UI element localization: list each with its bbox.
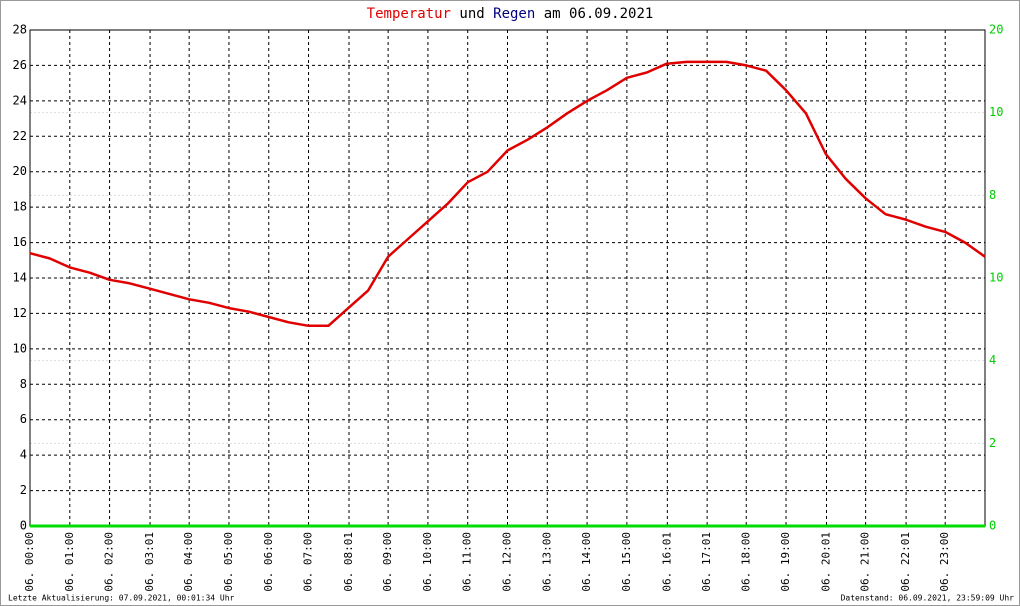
x-tick-label: 06. 23:00 <box>938 532 951 592</box>
x-tick-label: 06. 19:00 <box>779 532 792 592</box>
x-tick-label: 06. 16:01 <box>660 532 673 592</box>
y-tick-label: 16 <box>13 235 27 249</box>
y2-tick-label: 2 <box>989 436 996 450</box>
title-connector: und <box>459 6 484 22</box>
title-rain: Regen <box>493 6 535 22</box>
x-tick-label: 06. 12:00 <box>501 532 514 592</box>
series-line <box>29 60 986 328</box>
y-tick-label: 28 <box>13 23 27 37</box>
y2-tick-label: 10 <box>989 271 1003 285</box>
y-tick-label: 0 <box>20 519 27 533</box>
y-tick-label: 18 <box>13 200 27 214</box>
y2-tick-label: 20 <box>989 23 1003 37</box>
y2-tick-label: 8 <box>989 188 996 202</box>
y-tick-label: 24 <box>13 93 27 107</box>
x-tick-label: 06. 04:00 <box>182 532 195 592</box>
y2-tick-label: 0 <box>989 519 996 533</box>
y2-tick-label: 10 <box>989 105 1003 119</box>
y-tick-label: 12 <box>13 306 27 320</box>
x-tick-label: 06. 14:00 <box>580 532 593 592</box>
x-tick-label: 06. 00:00 <box>23 532 36 592</box>
chart-title: Temperatur und Regen am 06.09.2021 <box>367 6 654 22</box>
x-tick-label: 06. 08:01 <box>342 532 355 592</box>
x-tick-label: 06. 18:00 <box>739 532 752 592</box>
y-tick-label: 20 <box>13 164 27 178</box>
y-tick-label: 8 <box>20 377 27 391</box>
x-tick-label: 06. 05:00 <box>222 532 235 592</box>
x-tick-label: 06. 06:00 <box>262 532 275 592</box>
x-tick-label: 06. 01:00 <box>63 532 76 592</box>
x-tick-label: 06. 22:01 <box>899 532 912 592</box>
y-tick-label: 10 <box>13 341 27 355</box>
y-tick-label: 14 <box>13 271 27 285</box>
y-tick-label: 4 <box>20 448 27 462</box>
y-tick-label: 22 <box>13 129 27 143</box>
x-tick-label: 06. 09:00 <box>381 532 394 592</box>
x-tick-label: 06. 15:00 <box>620 532 633 592</box>
x-tick-label: 06. 02:00 <box>103 532 116 592</box>
y-tick-label: 6 <box>20 412 27 426</box>
y-tick-label: 26 <box>13 58 27 72</box>
x-tick-label: 06. 17:01 <box>700 532 713 592</box>
x-tick-label: 06. 10:00 <box>421 532 434 592</box>
y2-tick-label: 4 <box>989 353 996 367</box>
x-tick-label: 06. 11:00 <box>461 532 474 592</box>
x-tick-label: 06. 03:01 <box>143 532 156 592</box>
footer-left: Letzte Aktualisierung: 07.09.2021, 00:01… <box>8 594 235 603</box>
x-tick-label: 06. 21:00 <box>859 532 872 592</box>
footer-right: Datenstand: 06.09.2021, 23:59:09 Uhr <box>841 594 1015 603</box>
x-tick-label: 06. 20:01 <box>820 532 833 592</box>
x-tick-label: 06. 07:00 <box>302 532 315 592</box>
x-tick-label: 06. 13:00 <box>540 532 553 592</box>
title-date: am 06.09.2021 <box>544 6 654 22</box>
title-temperature: Temperatur <box>367 6 451 22</box>
y-tick-label: 2 <box>20 483 27 497</box>
